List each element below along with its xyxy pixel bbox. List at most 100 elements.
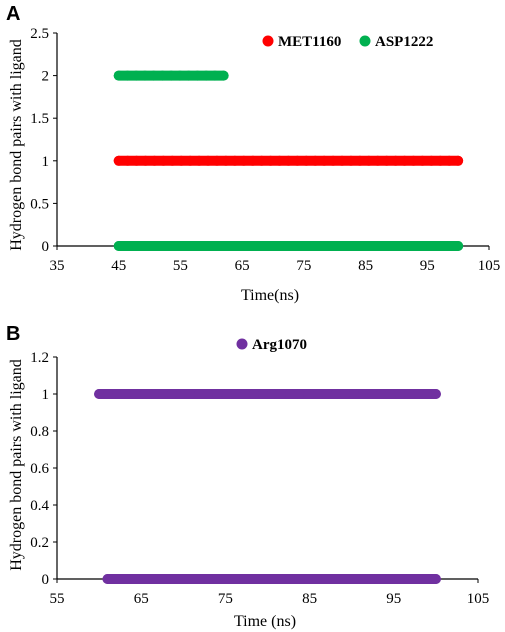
data-point — [194, 155, 205, 166]
data-point — [166, 389, 177, 399]
data-point — [330, 389, 341, 399]
data-point — [167, 155, 178, 166]
data-point — [148, 574, 159, 584]
data-point — [321, 389, 332, 399]
data-point — [148, 70, 159, 81]
x-tick-label: 55 — [173, 258, 188, 274]
data-point — [140, 155, 151, 166]
data-point — [301, 155, 312, 166]
data-point — [131, 70, 142, 81]
chart-panel-a: A 0 0.5 1 1.5 2 2.5 35 45 55 65 75 85 95 105 MET1160 A… — [6, 3, 500, 304]
data-point — [211, 574, 222, 584]
data-point — [257, 574, 268, 584]
data-point — [394, 389, 405, 399]
x-tick-label: 75 — [296, 258, 311, 274]
data-point — [390, 155, 401, 166]
data-point — [301, 241, 312, 251]
data-point — [292, 155, 303, 166]
data-point — [328, 241, 339, 251]
y-tick-label: 0.5 — [30, 196, 49, 212]
y-tick-label: 1 — [42, 154, 50, 170]
y-tick-label: 1 — [42, 387, 50, 403]
y-tick-label: 1.5 — [30, 111, 49, 127]
legend-a: MET1160 ASP1222 — [262, 34, 433, 50]
data-point — [430, 389, 441, 399]
data-point — [176, 155, 187, 166]
data-point — [372, 241, 383, 251]
data-point — [130, 389, 141, 399]
x-tick-label: 75 — [218, 591, 233, 607]
data-point — [348, 389, 359, 399]
data-point — [157, 574, 168, 584]
data-point — [403, 574, 414, 584]
x-tick-label: 65 — [134, 591, 149, 607]
data-point — [421, 574, 432, 584]
y-tick-label: 0.6 — [30, 461, 49, 477]
data-point — [247, 155, 258, 166]
data-point — [230, 389, 241, 399]
data-point — [256, 241, 267, 251]
y-axis-title-b: Hydrogen bond pairs with ligand — [8, 359, 25, 571]
data-point — [312, 574, 323, 584]
data-point — [148, 389, 159, 399]
data-point — [113, 241, 124, 251]
data-point — [157, 389, 168, 399]
data-point — [131, 241, 142, 251]
data-point — [412, 574, 423, 584]
data-point — [149, 241, 160, 251]
y-tick-label: 2.5 — [30, 26, 49, 42]
data-point — [303, 574, 314, 584]
data-point — [303, 389, 314, 399]
data-point — [292, 241, 303, 251]
data-point — [166, 70, 177, 81]
data-point — [129, 574, 140, 584]
data-point — [183, 70, 194, 81]
data-point — [339, 389, 350, 399]
data-point — [229, 241, 240, 251]
data-point — [202, 574, 213, 584]
data-marks-a — [113, 70, 464, 251]
data-point — [283, 155, 294, 166]
data-point — [319, 241, 330, 251]
data-point — [113, 155, 124, 166]
data-point — [385, 389, 396, 399]
data-point — [194, 241, 205, 251]
data-point — [193, 574, 204, 584]
data-point — [112, 389, 123, 399]
data-point — [239, 574, 250, 584]
data-point — [394, 574, 405, 584]
data-point — [285, 389, 296, 399]
data-point — [167, 241, 178, 251]
chart-panel-b: B 0 0.2 0.4 0.6 0.8 1 1.2 55 65 75 85 95 105 Arg1070… — [6, 323, 489, 630]
data-point — [209, 70, 220, 81]
data-point — [94, 389, 105, 399]
data-point — [358, 389, 369, 399]
data-point — [221, 389, 232, 399]
data-point — [185, 155, 196, 166]
data-point — [354, 241, 365, 251]
data-point — [265, 155, 276, 166]
data-point — [390, 241, 401, 251]
x-tick-label: 105 — [467, 591, 490, 607]
data-point — [265, 241, 276, 251]
data-point — [238, 155, 249, 166]
data-point — [417, 241, 428, 251]
data-point — [102, 574, 113, 584]
data-point — [194, 389, 205, 399]
data-point — [248, 389, 259, 399]
data-point — [157, 70, 168, 81]
data-point — [294, 389, 305, 399]
x-axis-title-b: Time (ns) — [234, 613, 296, 630]
x-tick-label: 35 — [50, 258, 65, 274]
data-point — [103, 389, 114, 399]
data-point — [345, 155, 356, 166]
data-point — [176, 389, 187, 399]
legend-marker — [359, 35, 371, 47]
data-point — [435, 155, 446, 166]
y-axis-title-a: Hydrogen bond pairs with ligand — [8, 39, 25, 251]
data-point — [201, 70, 212, 81]
data-point — [221, 574, 232, 584]
data-point — [149, 155, 160, 166]
data-marks-b — [94, 389, 441, 584]
